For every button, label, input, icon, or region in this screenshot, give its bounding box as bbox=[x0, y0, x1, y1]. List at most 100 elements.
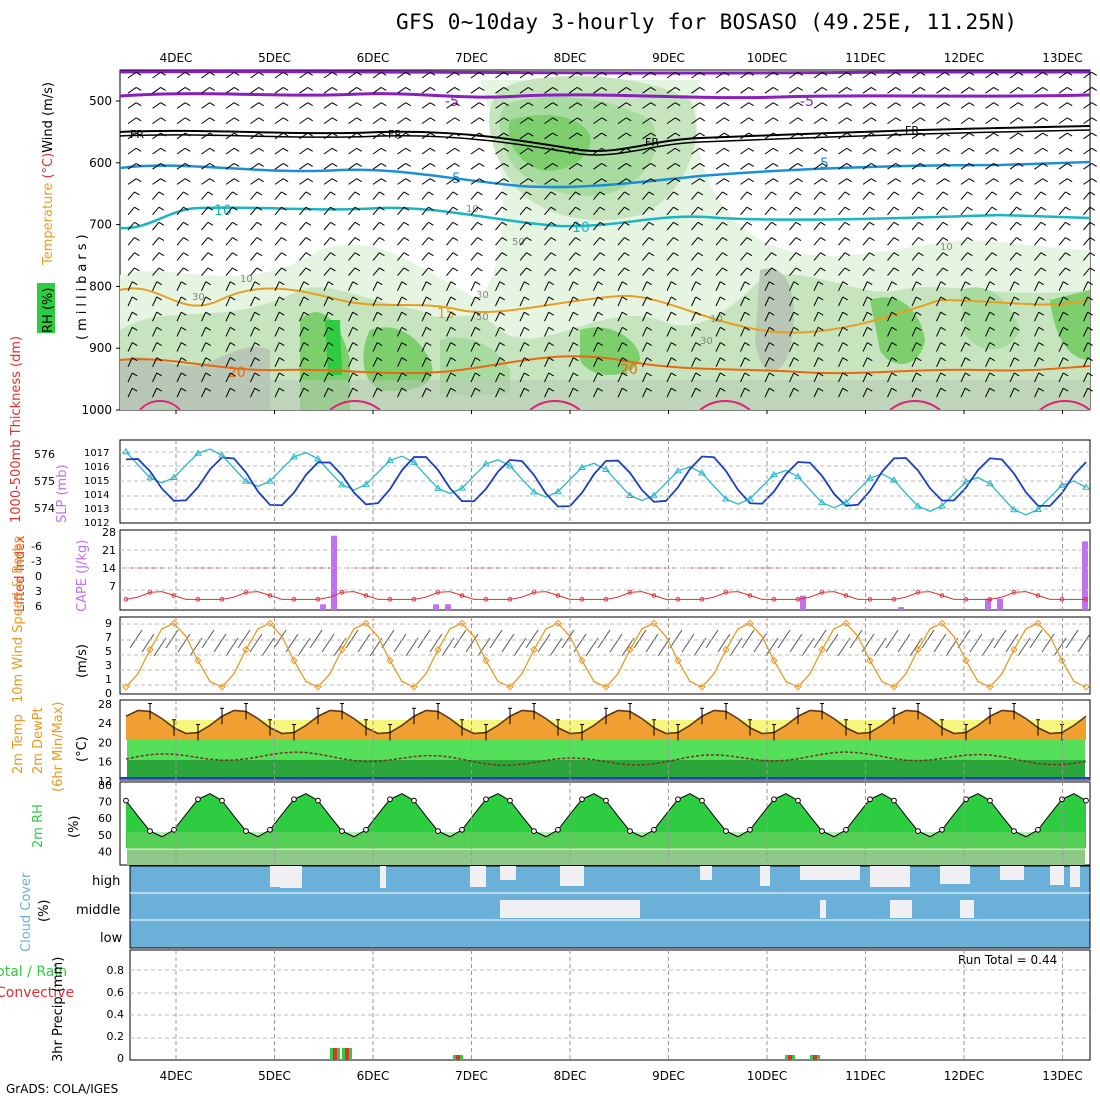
label-thickness: 1000-500mb Thickness (dm) bbox=[9, 336, 24, 523]
wind-barb-flag bbox=[572, 342, 579, 346]
wind-barb-flag bbox=[548, 296, 554, 301]
wind-marker bbox=[1082, 683, 1090, 691]
wind-barb-flag bbox=[209, 163, 215, 167]
wind-barb bbox=[323, 357, 329, 368]
wind-barb-flag bbox=[229, 387, 236, 392]
wind-barb bbox=[985, 327, 991, 337]
wind-barb-flag bbox=[428, 237, 434, 241]
wind-barb bbox=[985, 387, 991, 398]
wind-barb bbox=[985, 71, 994, 79]
wind-barb-flag bbox=[870, 71, 877, 76]
wind-barb bbox=[617, 237, 625, 246]
wind-barb-flag bbox=[964, 342, 971, 346]
wind-barb-flag bbox=[527, 178, 534, 183]
wind-barb bbox=[250, 102, 259, 109]
wind-barb-flag bbox=[674, 71, 681, 76]
wind-barb bbox=[862, 206, 870, 216]
wind-barb-flag bbox=[134, 206, 140, 211]
wind-barb bbox=[225, 372, 231, 383]
wind-barb bbox=[1083, 311, 1089, 322]
wind-barb-flag bbox=[503, 102, 509, 107]
wind-barb-flag bbox=[572, 372, 579, 377]
wind-barb bbox=[1009, 87, 1019, 94]
wind-barb bbox=[372, 71, 382, 79]
wind-barb bbox=[225, 102, 235, 109]
wind-barb-flag bbox=[575, 237, 581, 241]
wind-barb-flag bbox=[895, 102, 901, 107]
wind-barb bbox=[176, 71, 186, 79]
li-marker bbox=[723, 590, 729, 595]
wind-barb bbox=[544, 178, 553, 185]
wind-barb-flag bbox=[993, 71, 999, 76]
li-marker bbox=[411, 597, 417, 602]
wind-marker bbox=[314, 683, 322, 691]
thickness-line bbox=[125, 448, 1087, 516]
wind-barb bbox=[519, 87, 529, 94]
wind-barb-flag bbox=[625, 87, 632, 91]
wind-barb-flag bbox=[673, 252, 679, 257]
wind-barb bbox=[1009, 342, 1015, 352]
wind-barb bbox=[666, 87, 676, 94]
wind-barb bbox=[519, 163, 529, 170]
cloud-level-middle: middle bbox=[76, 903, 120, 918]
thickness-marker bbox=[194, 449, 202, 456]
wind-barb-flag bbox=[723, 71, 730, 76]
wind-barb-flag bbox=[550, 252, 557, 257]
wind-barb bbox=[299, 117, 308, 125]
wind-barb-flag bbox=[1013, 357, 1020, 362]
wind-barb bbox=[152, 132, 161, 140]
label-total-rain: Total / Rain bbox=[0, 964, 67, 980]
wind-barb-flag bbox=[722, 267, 728, 272]
wind-barb bbox=[936, 71, 945, 79]
wind-barb-flag bbox=[429, 163, 436, 167]
wind-barb-flag bbox=[452, 237, 459, 241]
wind-barb bbox=[642, 191, 650, 200]
thickness-marker bbox=[842, 498, 850, 505]
wind-barb bbox=[127, 281, 133, 292]
wind-barb bbox=[740, 87, 749, 94]
wind-barb bbox=[740, 206, 748, 216]
wind-barb-flag bbox=[478, 132, 485, 137]
wind-barb bbox=[470, 237, 478, 246]
wind-barb bbox=[666, 252, 674, 261]
thickness-marker bbox=[146, 473, 154, 481]
wind-marker bbox=[434, 645, 442, 654]
wind-barb bbox=[617, 117, 627, 125]
wind-barb bbox=[176, 191, 184, 200]
wind-barb bbox=[1009, 206, 1017, 216]
wind-barb bbox=[323, 132, 333, 140]
wind-barb bbox=[593, 357, 599, 368]
label-rh30-b: 30 bbox=[476, 290, 489, 301]
wind-barb bbox=[176, 222, 184, 231]
wind-barb-flag bbox=[156, 357, 162, 362]
wind-barb bbox=[666, 117, 676, 125]
wind-barb bbox=[495, 237, 503, 246]
wind-barb bbox=[789, 237, 797, 246]
wind-marker bbox=[794, 683, 802, 691]
cape-bar bbox=[997, 598, 1003, 610]
wind-barb-flag bbox=[1087, 296, 1093, 301]
wind-barb bbox=[666, 222, 674, 231]
wind-barb bbox=[911, 147, 921, 155]
wind-barb-flag bbox=[869, 206, 875, 211]
wind-barb bbox=[1034, 178, 1043, 185]
wind-barb-flag bbox=[131, 387, 138, 392]
wind-barb bbox=[593, 163, 602, 170]
wind-barb-flag bbox=[870, 163, 877, 167]
wind-barb-flag bbox=[597, 311, 603, 316]
wind-barb bbox=[715, 206, 723, 216]
wind-barb bbox=[813, 311, 819, 322]
wind-barb bbox=[1058, 281, 1064, 292]
wind-barb bbox=[985, 222, 993, 231]
wind-barb-flag bbox=[307, 132, 313, 137]
wind-barb-flag bbox=[795, 237, 802, 241]
wind-barb-flag bbox=[380, 87, 387, 91]
wind-barb bbox=[1009, 372, 1015, 383]
wind-barb-flag bbox=[599, 221, 606, 226]
wind-barb bbox=[397, 342, 403, 352]
wind-barb bbox=[960, 178, 970, 185]
wind-barb bbox=[274, 87, 284, 94]
wind-barb-flag bbox=[1040, 206, 1047, 211]
wind-barb-flag bbox=[993, 87, 999, 91]
wind-barb bbox=[936, 132, 945, 140]
